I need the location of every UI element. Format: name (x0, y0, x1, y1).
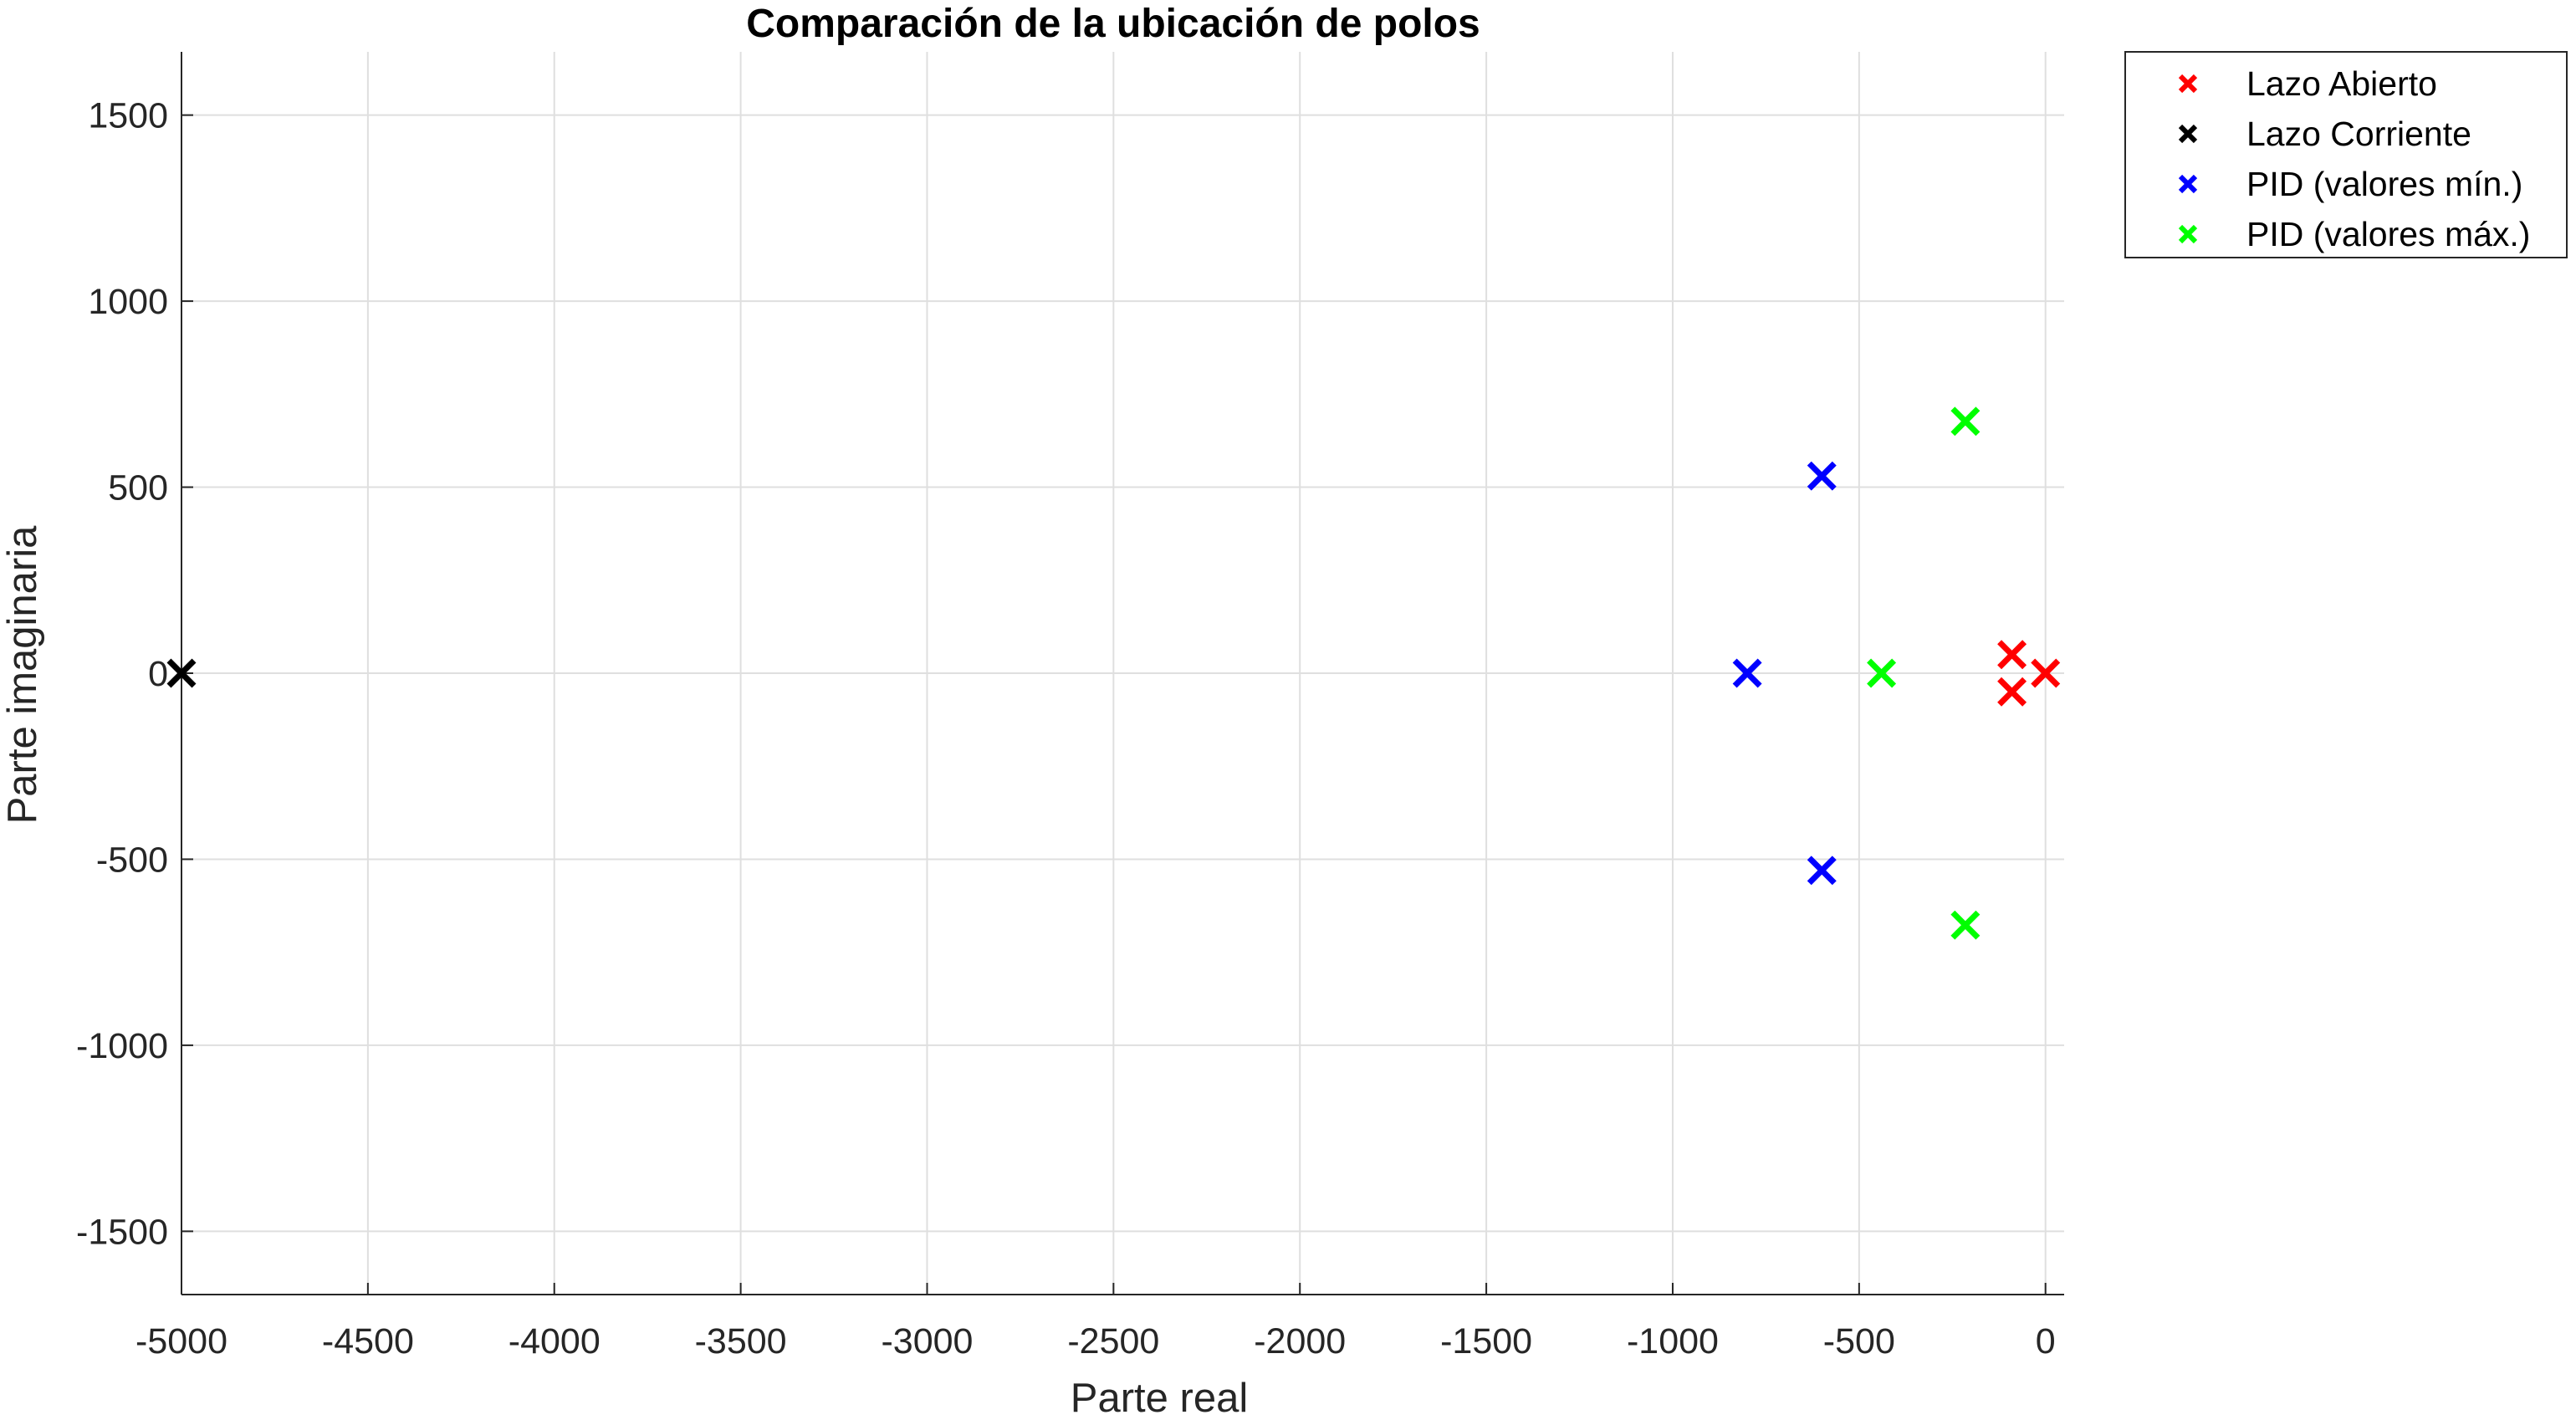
x-tick-label: 0 (2036, 1321, 2056, 1361)
legend-marker (2178, 224, 2198, 244)
x-tick-label: -3000 (881, 1321, 973, 1361)
legend-label: PID (valores mín.) (2246, 165, 2522, 203)
pole-marker (1732, 658, 1762, 688)
x-axis-ticks: -5000 -4500 -4000 -3500 -3000 -2500 -2000 -1500… (135, 1283, 2056, 1361)
y-axis-title: Parte imaginaria (0, 525, 45, 825)
chart-title: Comparación de la ubicación de polos (746, 2, 1480, 46)
legend-label: Lazo Corriente (2246, 115, 2471, 153)
pole-marker (1807, 856, 1837, 886)
x-tick-label: -1500 (1440, 1321, 1532, 1361)
x-tick-label: -2500 (1067, 1321, 1159, 1361)
pole-marker (1950, 406, 1981, 437)
x-axis-title: Parte real (1071, 1376, 1248, 1420)
x-tick-label: -500 (1823, 1321, 1895, 1361)
legend-marker (2178, 74, 2198, 94)
legend-box (2124, 51, 2568, 258)
y-tick-label: -500 (96, 840, 168, 880)
pole-marker (1807, 461, 1837, 491)
x-tick-label: -3500 (695, 1321, 787, 1361)
pole-marker (1867, 658, 1897, 688)
y-tick-label: 500 (108, 468, 168, 508)
x-tick-label: -1000 (1627, 1321, 1719, 1361)
y-tick-label: 0 (148, 654, 168, 694)
legend-marker (2178, 124, 2198, 144)
y-tick-label: -1500 (76, 1212, 168, 1252)
x-tick-label: -2000 (1254, 1321, 1346, 1361)
legend-marker (2178, 174, 2198, 194)
grid-lines (181, 52, 2064, 1295)
legend: Lazo Abierto Lazo Corriente PID (valores m… (2124, 51, 2568, 258)
legend-label: Lazo Abierto (2246, 64, 2437, 103)
pole-marker (1950, 910, 1981, 940)
pole-marker (1997, 677, 2027, 707)
data-points (166, 406, 2061, 940)
legend-label: PID (valores máx.) (2246, 215, 2530, 253)
y-tick-label: 1500 (88, 96, 168, 136)
x-tick-label: -4500 (322, 1321, 414, 1361)
y-tick-label: 1000 (88, 282, 168, 322)
pole-marker (166, 658, 197, 688)
x-tick-label: -4000 (509, 1321, 601, 1361)
pole-marker (2031, 658, 2061, 688)
pole-marker (1997, 640, 2027, 670)
x-tick-label: -5000 (135, 1321, 227, 1361)
y-tick-label: -1000 (76, 1026, 168, 1066)
y-axis-ticks: -1500 -1000 -500 0 500 1000 1500 (76, 96, 193, 1252)
